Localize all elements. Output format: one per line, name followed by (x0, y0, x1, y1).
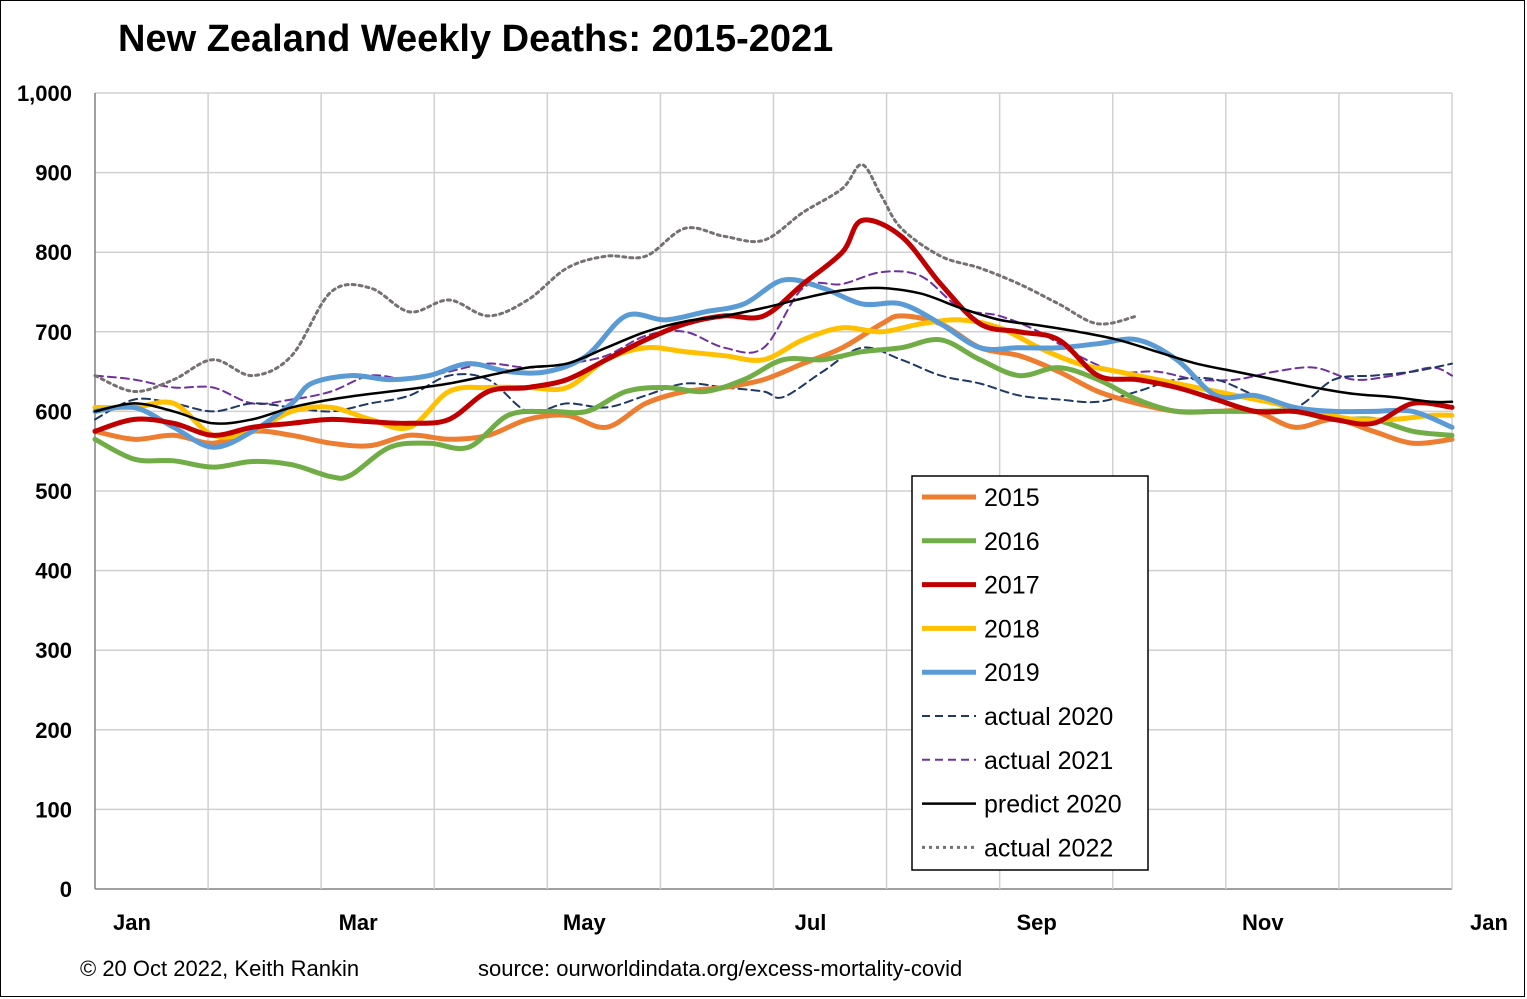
x-tick-label: Sep (1016, 910, 1056, 935)
y-tick-label: 300 (35, 638, 72, 663)
copyright-credit: © 20 Oct 2022, Keith Rankin (80, 956, 360, 981)
series-lines (92, 163, 1455, 481)
legend-label: 2016 (984, 528, 1040, 556)
y-tick-label: 500 (35, 479, 72, 504)
series-line-predict-2020 (93, 286, 1454, 425)
y-tick-label: 100 (35, 797, 72, 822)
legend-label: actual 2020 (984, 703, 1113, 731)
series-line-actual-2020 (94, 346, 1453, 421)
y-axis-ticks: 0 100 200 300 400 500 600 700 800 900 1,000 (17, 81, 72, 902)
x-tick-label: Mar (339, 910, 379, 935)
legend-label: 2017 (984, 572, 1040, 600)
y-tick-label: 900 (35, 161, 72, 186)
series-line-2016 (92, 336, 1455, 481)
series-line-2019 (92, 277, 1455, 450)
grid (94, 92, 1453, 890)
source-credit: source: ourworldindata.org/excess-mortal… (478, 956, 963, 981)
legend-label: actual 2022 (984, 834, 1113, 862)
y-tick-label: 400 (35, 559, 72, 584)
legend-label: actual 2021 (984, 747, 1113, 775)
y-tick-label: 1,000 (17, 81, 72, 106)
legend-label: 2015 (984, 484, 1040, 512)
x-tick-label: Jan (1470, 910, 1508, 935)
legend-label: predict 2020 (984, 791, 1122, 819)
x-tick-label: Jul (795, 910, 827, 935)
legend-label: 2019 (984, 659, 1040, 687)
x-tick-label: Nov (1242, 910, 1284, 935)
y-tick-label: 800 (35, 240, 72, 265)
series-line-actual-2021 (94, 270, 1453, 405)
series-line-actual-2022 (93, 163, 1139, 394)
x-tick-label: Jan (113, 910, 151, 935)
y-tick-label: 700 (35, 320, 72, 345)
x-axis-ticks: Jan Mar May Jul Sep Nov Jan (113, 910, 1508, 935)
y-tick-label: 200 (35, 718, 72, 743)
chart-title: New Zealand Weekly Deaths: 2015-2021 (118, 18, 834, 60)
legend-label: 2018 (984, 615, 1040, 643)
y-tick-label: 0 (60, 877, 72, 902)
legend: 2015 2016 2017 2018 2019 actual 2020 actual 20… (911, 475, 1149, 871)
y-tick-label: 600 (35, 399, 72, 424)
x-tick-label: May (563, 910, 607, 935)
